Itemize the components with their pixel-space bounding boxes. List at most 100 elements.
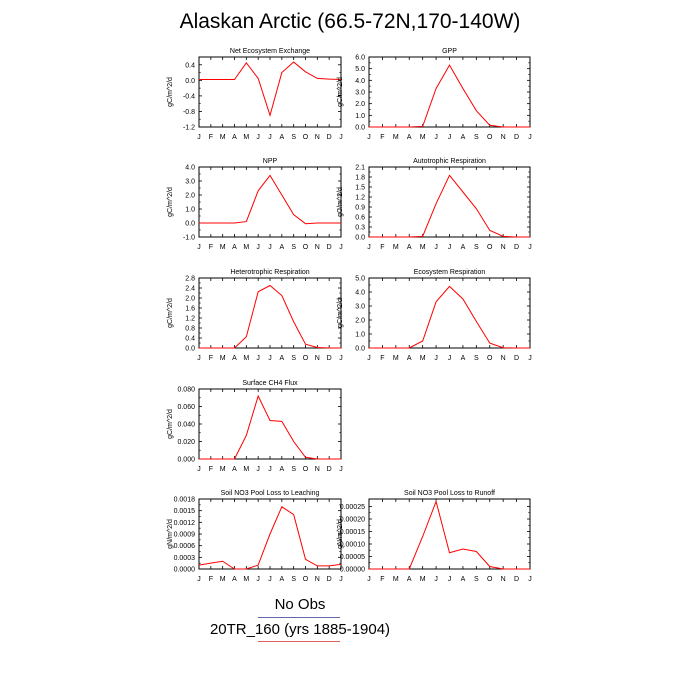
x-tick-label: J (268, 134, 272, 141)
x-tick-label: N (315, 244, 320, 251)
y-axis-label: gN/m^2/d (337, 519, 344, 549)
y-tick-label: 0.3 (355, 225, 365, 232)
x-tick-label: S (291, 576, 296, 583)
x-tick-label: O (487, 244, 493, 251)
x-tick-label: J (339, 244, 343, 251)
x-tick-label: J (528, 134, 532, 141)
x-tick-label: M (393, 576, 399, 583)
x-tick-label: M (220, 244, 226, 251)
y-tick-label: 6.0 (355, 55, 365, 62)
y-tick-label: 0.080 (177, 387, 195, 394)
x-tick-label: O (303, 466, 309, 473)
x-tick-label: D (327, 576, 332, 583)
y-tick-label: 0.00025 (340, 504, 365, 511)
y-tick-label: 0.00015 (340, 529, 365, 536)
y-tick-label: 1.2 (355, 195, 365, 202)
x-tick-label: S (291, 355, 296, 362)
y-tick-label: 0.0 (185, 78, 195, 85)
x-tick-label: J (256, 355, 260, 362)
x-tick-label: J (528, 244, 532, 251)
x-tick-label: M (243, 466, 249, 473)
y-tick-label: 3.0 (355, 304, 365, 311)
y-tick-label: 0.0 (185, 346, 195, 353)
y-tick-label: 0.00020 (340, 517, 365, 524)
x-tick-label: S (474, 134, 479, 141)
series-line (369, 285, 530, 349)
x-tick-label: J (339, 466, 343, 473)
y-tick-label: 0.000 (177, 457, 195, 464)
y-tick-label: 1.2 (185, 316, 195, 323)
x-tick-label: A (279, 134, 284, 141)
x-tick-label: O (487, 576, 493, 583)
y-axis-label: gC/m^2/d (167, 77, 174, 107)
x-tick-label: J (268, 466, 272, 473)
x-tick-label: O (487, 134, 493, 141)
x-tick-label: F (380, 244, 384, 251)
x-tick-label: F (380, 576, 384, 583)
y-tick-label: 0.6 (355, 215, 365, 222)
y-tick-label: 3.0 (185, 179, 195, 186)
x-tick-label: D (514, 134, 519, 141)
y-tick-label: 2.0 (355, 101, 365, 108)
x-tick-label: M (393, 134, 399, 141)
x-tick-label: J (339, 134, 343, 141)
x-tick-label: J (197, 466, 201, 473)
x-tick-label: A (232, 466, 237, 473)
x-tick-label: M (243, 576, 249, 583)
y-tick-label: 0.00005 (340, 554, 365, 561)
panel-title: Ecosystem Respiration (414, 269, 486, 276)
x-tick-label: S (291, 134, 296, 141)
y-tick-label: 4.0 (185, 165, 195, 172)
x-tick-label: A (232, 134, 237, 141)
x-tick-label: M (243, 244, 249, 251)
series-line (199, 284, 341, 349)
y-tick-label: 1.0 (355, 332, 365, 339)
y-tick-label: 0.0009 (174, 532, 196, 539)
y-tick-label: 2.0 (185, 296, 195, 303)
x-tick-label: J (448, 134, 452, 141)
y-tick-label: 0.0006 (174, 543, 196, 550)
x-tick-label: J (367, 355, 371, 362)
y-tick-label: 0.040 (177, 422, 195, 429)
x-tick-label: M (420, 355, 426, 362)
x-tick-label: S (474, 244, 479, 251)
x-tick-label: O (303, 355, 309, 362)
x-tick-label: J (268, 355, 272, 362)
y-tick-label: 0.0015 (174, 508, 196, 515)
x-tick-label: J (197, 355, 201, 362)
y-tick-label: 4.0 (355, 78, 365, 85)
panel-title: Net Ecosystem Exchange (230, 48, 310, 55)
x-tick-label: N (315, 576, 320, 583)
x-tick-label: A (407, 134, 412, 141)
x-tick-label: J (528, 576, 532, 583)
series-line (198, 506, 342, 570)
panel-title: Surface CH4 Flux (242, 380, 298, 387)
x-tick-label: M (393, 244, 399, 251)
x-tick-label: N (501, 134, 506, 141)
x-tick-label: N (315, 134, 320, 141)
x-tick-label: D (327, 466, 332, 473)
panel-title: GPP (442, 48, 457, 55)
x-tick-label: J (256, 576, 260, 583)
x-tick-label: S (291, 244, 296, 251)
series-line (369, 499, 530, 570)
y-tick-label: 1.5 (355, 185, 365, 192)
x-tick-label: M (420, 134, 426, 141)
x-tick-label: O (303, 576, 309, 583)
y-tick-label: 2.8 (185, 276, 195, 283)
y-tick-label: 2.1 (355, 165, 365, 172)
x-tick-label: S (474, 355, 479, 362)
x-tick-label: J (367, 576, 371, 583)
x-tick-label: D (327, 355, 332, 362)
y-tick-label: 1.8 (355, 175, 365, 182)
x-tick-label: J (256, 134, 260, 141)
panel-title: NPP (263, 158, 278, 165)
x-tick-label: F (209, 244, 213, 251)
x-tick-label: J (434, 355, 438, 362)
x-tick-label: F (209, 134, 213, 141)
y-tick-label: -0.4 (183, 93, 195, 100)
y-tick-label: 4.0 (355, 290, 365, 297)
y-tick-label: 5.0 (355, 66, 365, 73)
x-tick-label: F (209, 576, 213, 583)
